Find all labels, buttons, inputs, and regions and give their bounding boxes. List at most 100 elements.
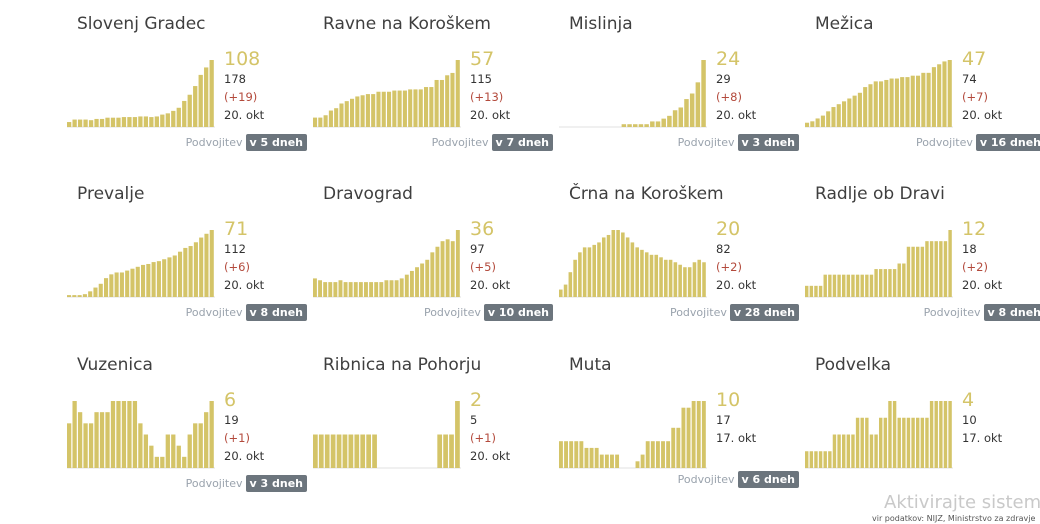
chart-bar — [114, 272, 119, 297]
chart-bar — [847, 98, 852, 127]
chart-bar — [884, 79, 889, 127]
doubling-badge: v 5 dneh — [245, 134, 307, 151]
chart-bar — [818, 285, 823, 297]
doubling-label: Podvojitev — [669, 306, 727, 319]
chart-bar — [424, 87, 429, 127]
chart-bar — [684, 99, 689, 127]
doubling-badge: v 28 dneh — [729, 304, 799, 321]
chart-bar — [868, 84, 873, 127]
chart-bar — [584, 447, 589, 468]
chart-bar — [182, 456, 187, 468]
chart-bar — [430, 252, 435, 297]
daily-change-value: (+7) — [962, 90, 988, 104]
chart-bar — [338, 280, 343, 297]
bar-chart — [67, 60, 215, 128]
chart-bar — [943, 401, 948, 468]
doubling-time: Podvojitev v 3 dneh — [186, 475, 307, 492]
chart-bar — [931, 67, 936, 127]
chart-bar — [343, 282, 348, 297]
chart-bar — [176, 107, 181, 127]
card-title: Podvelka — [815, 355, 892, 375]
chart-bar — [805, 451, 809, 468]
bar-chart — [805, 401, 953, 469]
daily-change-value: (+8) — [716, 90, 742, 104]
chart-bar — [869, 274, 874, 297]
chart-bar — [135, 266, 140, 297]
chart-bar — [900, 77, 905, 127]
chart-bar — [146, 263, 151, 297]
chart-bar — [149, 117, 154, 127]
chart-bar — [695, 82, 701, 127]
chart-bar — [564, 441, 568, 468]
municipality-card: Dravograd 36 97 (+5) 20. okt Podvojitev v 10 d… — [313, 170, 553, 330]
chart-bar — [154, 116, 159, 127]
chart-bar — [364, 282, 368, 297]
chart-bar — [889, 78, 894, 127]
chart-bar — [333, 282, 338, 297]
chart-bar — [650, 121, 655, 127]
chart-bar — [916, 246, 920, 297]
chart-bar — [93, 287, 98, 297]
doubling-time: Podvojitev v 3 dneh — [678, 134, 799, 151]
chart-bar — [366, 434, 371, 468]
chart-bar — [434, 79, 439, 127]
chart-bar — [625, 237, 630, 297]
chart-bar — [678, 264, 682, 297]
daily-change-value: (+2) — [716, 260, 742, 274]
chart-bar — [601, 237, 606, 297]
chart-bar — [863, 87, 868, 127]
doubling-label: Podvojitev — [915, 136, 973, 149]
chart-bar — [578, 252, 582, 297]
chart-bar — [141, 264, 146, 297]
bar-chart — [67, 401, 215, 469]
card-title: Vuzenica — [77, 355, 153, 375]
stats-panel: 24 29 (+8) 20. okt — [716, 48, 796, 124]
date-label: 20. okt — [224, 108, 265, 122]
chart-bar — [371, 94, 376, 127]
chart-bar — [353, 282, 358, 297]
doubling-time: Podvojitev v 6 dneh — [678, 471, 799, 488]
date-label: 20. okt — [470, 449, 511, 463]
daily-change-value: (+2) — [962, 260, 988, 274]
chart-bar — [193, 86, 198, 127]
doubling-badge: v 8 dneh — [983, 304, 1040, 321]
chart-bar — [697, 259, 702, 297]
activation-watermark: Aktivirajte sistem W — [884, 492, 1040, 513]
chart-bar — [204, 67, 209, 127]
chart-bar — [832, 434, 837, 468]
chart-bar — [72, 119, 77, 127]
chart-bar — [673, 262, 678, 297]
chart-bar — [851, 274, 855, 297]
total-cases-value: 29 — [716, 72, 731, 86]
chart-bar — [162, 259, 167, 297]
total-cases-value: 74 — [962, 72, 977, 86]
chart-bar — [67, 423, 72, 468]
chart-bar — [851, 434, 855, 468]
stats-panel: 36 97 (+5) 20. okt — [470, 218, 550, 294]
chart-bar — [594, 447, 599, 468]
chart-bar — [455, 60, 460, 127]
chart-bar — [650, 441, 655, 468]
doubling-badge: v 3 dneh — [737, 134, 799, 151]
chart-bar — [696, 401, 701, 468]
chart-bar — [661, 118, 666, 128]
active-cases-value: 47 — [962, 48, 987, 70]
chart-bar — [569, 441, 574, 468]
chart-bar — [869, 434, 874, 468]
chart-bar — [344, 101, 349, 127]
chart-bar — [374, 282, 379, 297]
date-label: 20. okt — [962, 278, 1003, 292]
chart-bar — [897, 417, 901, 468]
chart-bar — [635, 247, 639, 297]
chart-bar — [925, 417, 929, 468]
chart-bar — [324, 434, 330, 468]
chart-bar — [879, 417, 883, 468]
chart-bar — [621, 124, 627, 127]
chart-bar — [379, 282, 384, 297]
chart-bar — [589, 447, 594, 468]
stats-panel: 10 17 17. okt — [716, 389, 796, 447]
active-cases-value: 57 — [470, 48, 495, 70]
active-cases-value: 2 — [470, 389, 483, 411]
chart-bar — [592, 244, 596, 297]
chart-bar — [689, 93, 695, 127]
